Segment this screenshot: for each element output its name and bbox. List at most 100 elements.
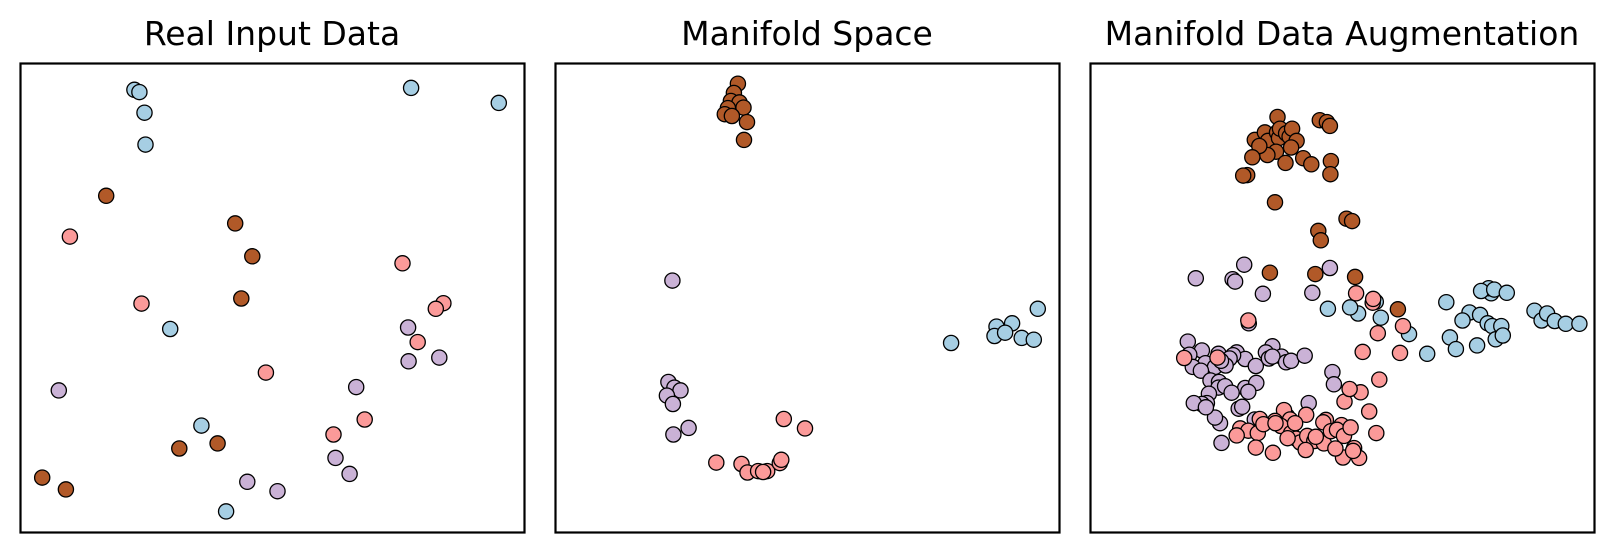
panel-title: Manifold Data Augmentation (1105, 14, 1580, 53)
scatter-point (1223, 384, 1240, 401)
scatter-point (239, 473, 256, 491)
scatter-point (427, 300, 445, 318)
panel-title: Real Input Data (144, 14, 400, 53)
scatter-point (996, 324, 1014, 341)
points-layer (33, 79, 508, 520)
scatter-point (409, 333, 426, 351)
scatter-point (1303, 156, 1320, 173)
scatter-point (1282, 352, 1300, 370)
scatter-point (1418, 345, 1436, 363)
scatter-point (942, 334, 960, 352)
scatter-point (664, 272, 681, 289)
scatter-point (131, 83, 148, 101)
scatter-point (257, 364, 275, 381)
scatter-point (1322, 165, 1339, 183)
points-layer (1175, 108, 1588, 467)
scatter-point (1354, 343, 1371, 361)
scatter-point (50, 382, 68, 399)
scatter-point (136, 104, 153, 121)
scatter-point (1372, 309, 1390, 326)
scatter-point (1234, 167, 1252, 184)
scatter-point (325, 426, 342, 443)
scatter-point (680, 419, 697, 437)
scatter-point (1247, 439, 1265, 456)
scatter-point (735, 131, 753, 149)
scatter-point (1371, 371, 1388, 388)
scatter-point (1369, 324, 1387, 342)
scatter-point (193, 417, 210, 434)
scatter-point (665, 426, 682, 443)
scatter-point (347, 378, 365, 396)
plot-frame (19, 62, 526, 534)
scatter-point (356, 411, 373, 428)
scatter-point (1233, 398, 1251, 416)
scatter-point (1342, 419, 1359, 436)
scatter-point (209, 435, 226, 452)
scatter-point (1344, 442, 1362, 460)
scatter-point (1347, 285, 1365, 302)
scatter-point (1297, 406, 1315, 424)
scatter-point (1364, 290, 1382, 308)
scatter-point (57, 481, 75, 498)
scatter-point (1327, 440, 1344, 457)
scatter-point (1341, 380, 1358, 398)
scatter-point (171, 440, 188, 457)
scatter-point (269, 482, 286, 500)
scatter-point (1277, 154, 1294, 172)
scatter-point (1389, 301, 1407, 318)
scatter-point (490, 94, 508, 112)
scatter-point (754, 463, 772, 481)
scatter-point (97, 187, 115, 205)
panel-manifold-space: Manifold Space (554, 14, 1061, 534)
scatter-point (1261, 264, 1279, 281)
scatter-point (1226, 273, 1244, 290)
scatter-point (1394, 317, 1412, 335)
scatter-point (1346, 268, 1364, 286)
scatter-point (1264, 444, 1282, 462)
scatter-point (1307, 265, 1324, 283)
scatter-point (137, 136, 154, 153)
scatter-point (1391, 344, 1409, 362)
scatter-point (1454, 312, 1471, 329)
scatter-point (1319, 300, 1337, 318)
panel-real-input-data: Real Input Data (19, 14, 526, 534)
scatter-point (796, 420, 814, 437)
scatter-point (1192, 362, 1210, 379)
scatter-point (1297, 441, 1314, 459)
scatter-point (1341, 299, 1359, 316)
scatter-point (1209, 349, 1226, 366)
scatter-point (1557, 315, 1575, 333)
scatter-point (1571, 315, 1588, 333)
scatter-point (1304, 284, 1321, 302)
panel-title: Manifold Space (681, 14, 933, 53)
scatter-point (327, 449, 344, 467)
scatter-point (708, 454, 725, 471)
scatter-point (1240, 383, 1257, 401)
scatter-point (1187, 270, 1205, 287)
scatter-point (1498, 284, 1516, 302)
scatter-point (723, 107, 741, 125)
scatter-point (161, 320, 179, 338)
scatter-point (1247, 357, 1265, 375)
scatter-point (1447, 340, 1465, 358)
scatter-point (400, 353, 417, 370)
scatter-point (402, 79, 420, 97)
scatter-point (1368, 424, 1385, 442)
scatter-point (664, 395, 682, 413)
scatter-point (399, 319, 417, 336)
scatter-point (1235, 256, 1253, 273)
scatter-point (431, 349, 448, 366)
scatter-point (1279, 429, 1296, 447)
scatter-point (1438, 293, 1455, 311)
scatter-point (1254, 285, 1272, 303)
scatter-point (1343, 212, 1361, 230)
scatter-point (1312, 232, 1330, 249)
scatter-point (1175, 349, 1193, 367)
points-layer (658, 75, 1047, 481)
scatter-point (1267, 414, 1284, 432)
scatter-point (1286, 414, 1304, 432)
scatter-point (1240, 312, 1257, 329)
scatter-point (1468, 337, 1486, 354)
scatter-point (1228, 427, 1245, 444)
